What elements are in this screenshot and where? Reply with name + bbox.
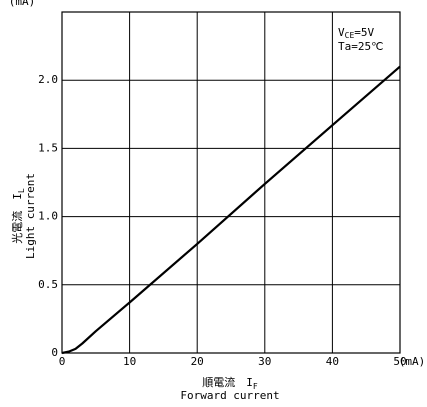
y-tick-label: 0: [51, 346, 58, 359]
y-tick-label: 0.5: [38, 278, 58, 291]
y-tick-label: 1.0: [38, 210, 58, 223]
annotation-text: V: [338, 26, 345, 39]
annotation-tail: =5V: [354, 26, 374, 39]
x-unit: (mA): [399, 355, 426, 368]
y-label-sub: L: [17, 188, 26, 193]
x-tick-label: 0: [59, 355, 66, 368]
x-label: 順電流 IF: [202, 375, 258, 391]
x-label-text: 順電流 I: [202, 375, 253, 389]
y-label-en: Light current: [24, 173, 37, 259]
y-tick-label: 1.5: [38, 141, 58, 154]
plot-frame: [61, 11, 401, 354]
annotation: Ta=25℃: [338, 40, 383, 53]
x-tick-label: 50: [393, 355, 406, 368]
x-label-sub: F: [253, 382, 258, 391]
x-tick-label: 40: [326, 355, 339, 368]
x-label-en: Forward current: [180, 389, 279, 402]
data-line: [61, 65, 401, 355]
y-label-text: 光電流 I: [10, 193, 24, 244]
y-unit: (mA): [9, 0, 36, 8]
x-tick-label: 10: [123, 355, 136, 368]
y-label: 光電流 IL: [10, 188, 26, 244]
annotation-sub: CE: [345, 31, 355, 40]
x-tick-label: 30: [258, 355, 271, 368]
annotation: VCE=5V: [338, 26, 375, 40]
x-tick-label: 20: [191, 355, 204, 368]
y-tick-label: 2.0: [38, 73, 58, 86]
